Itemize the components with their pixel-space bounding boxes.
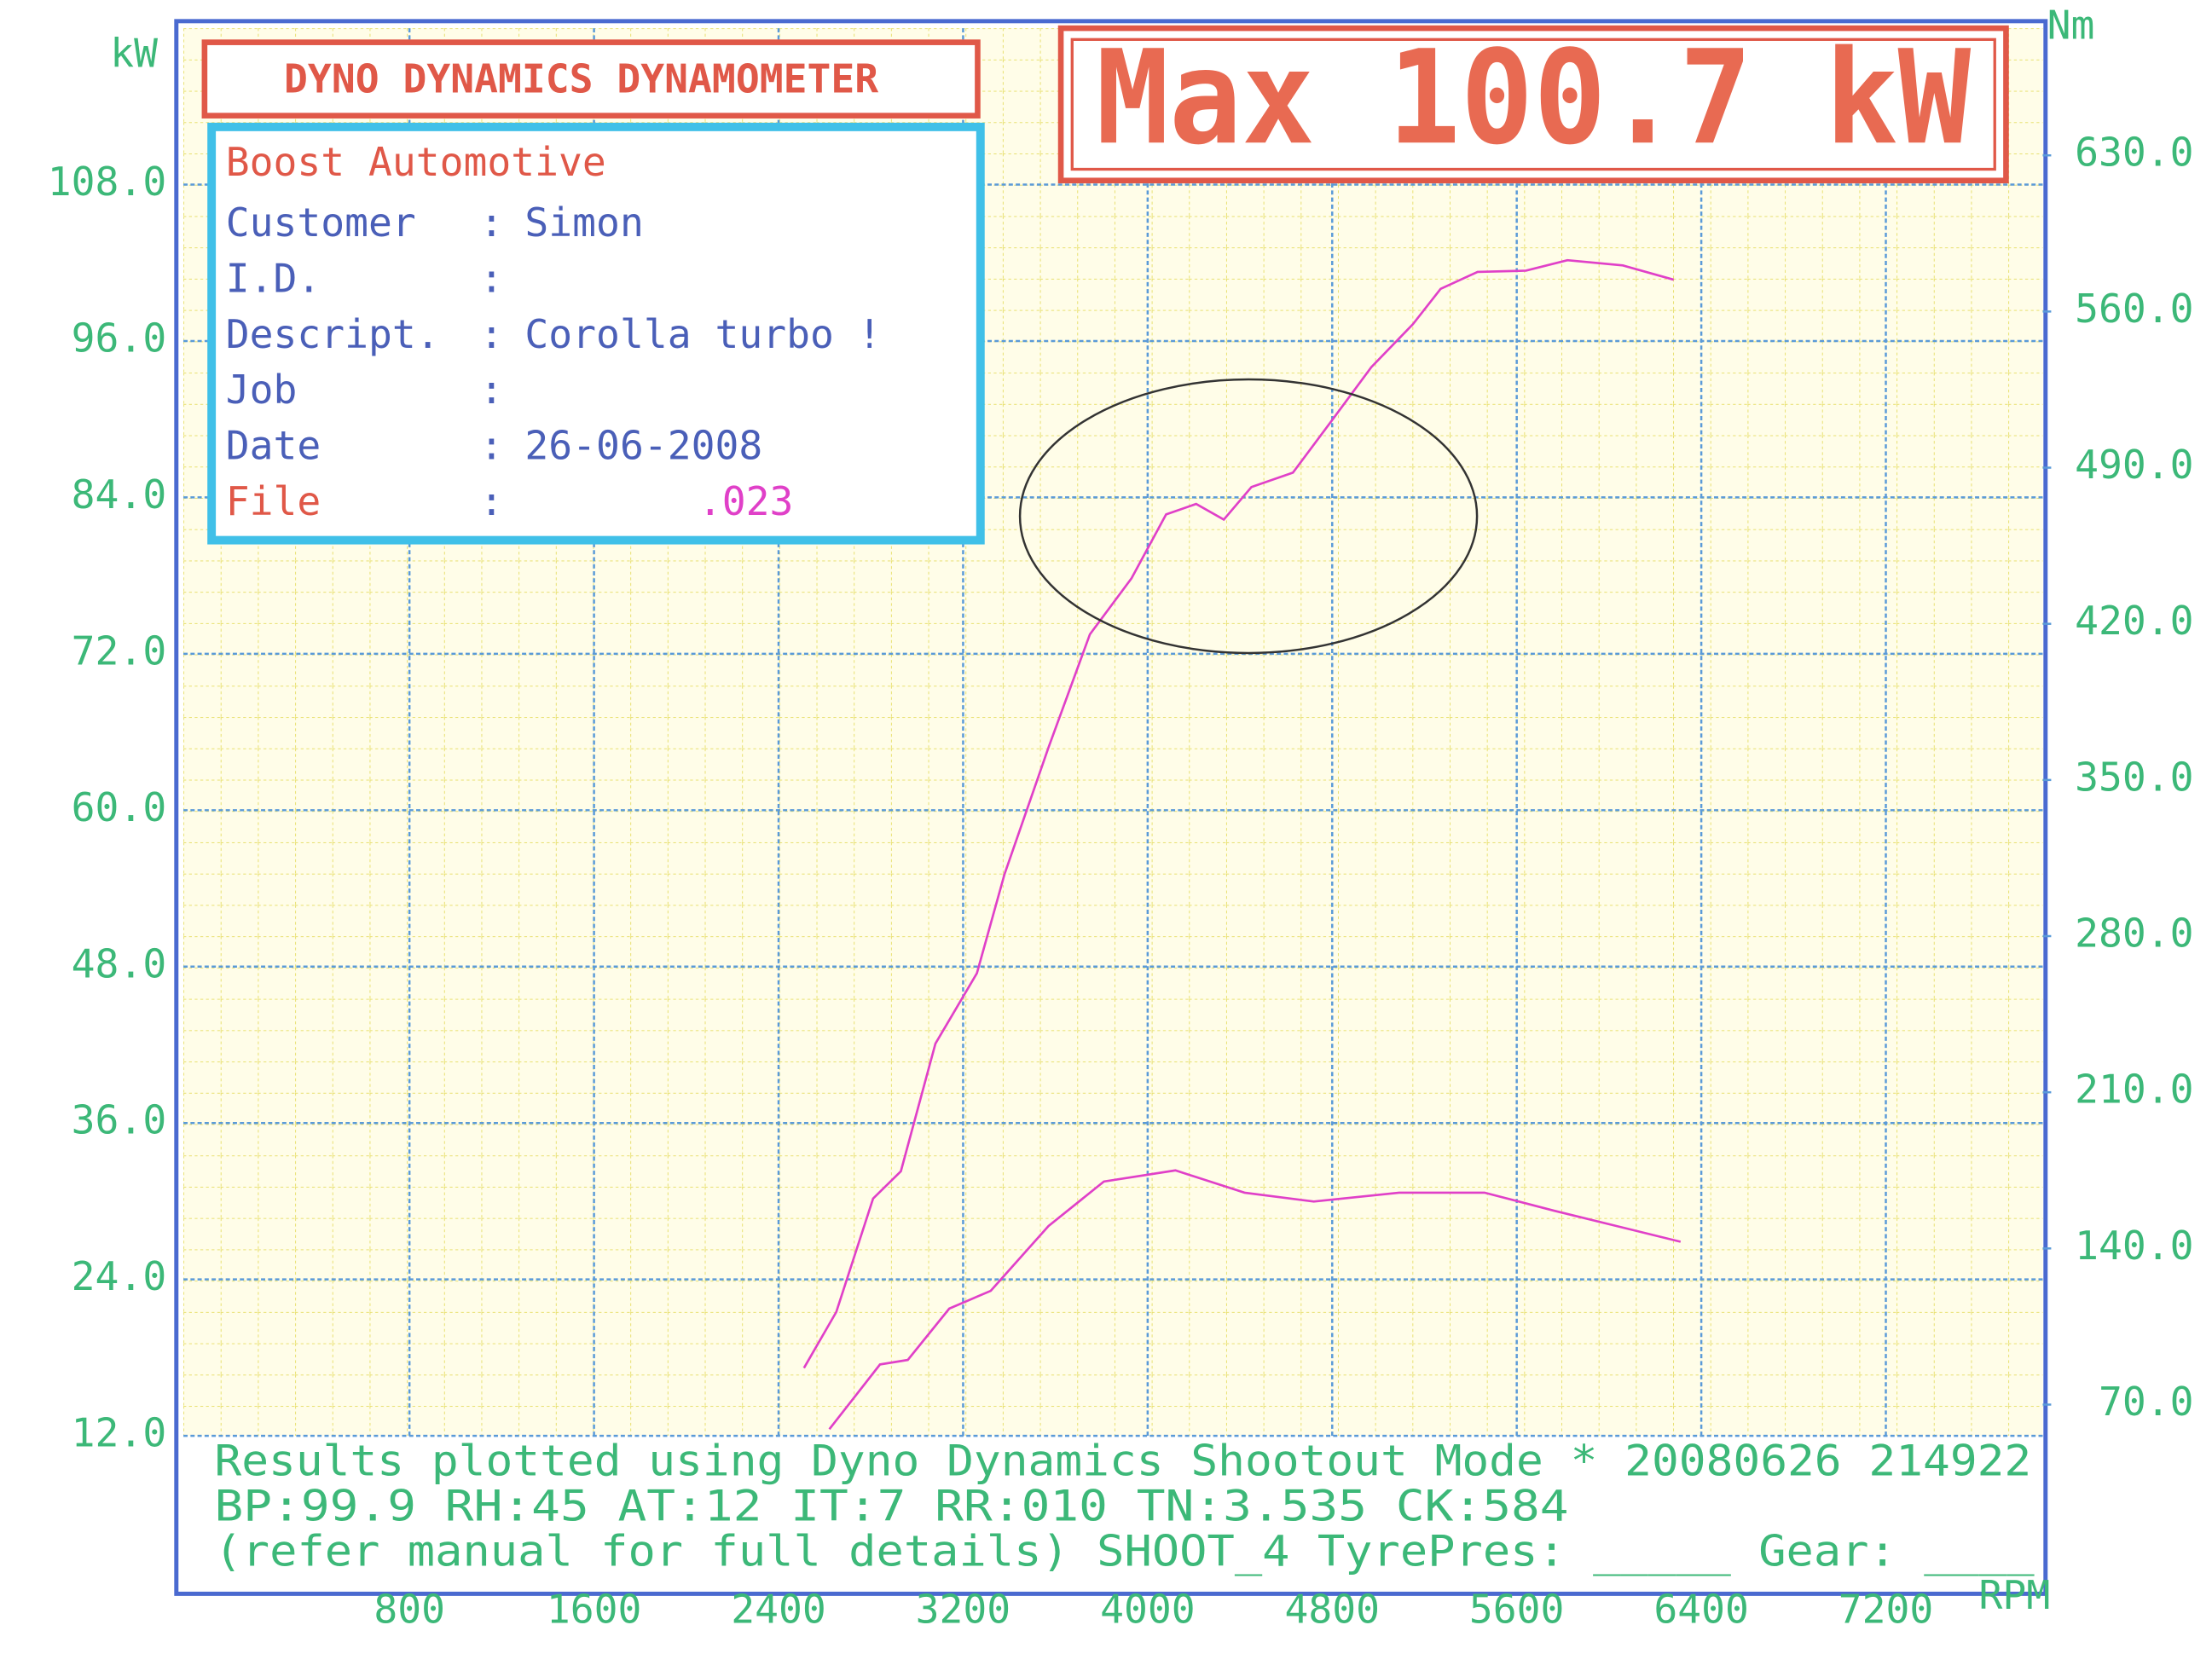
- y2-axis-label: Nm: [2047, 3, 2095, 49]
- info-label: Date: [226, 423, 321, 469]
- footer-line: (refer manual for full details) SHOOT_4 …: [214, 1527, 2034, 1576]
- info-value: .023: [698, 478, 794, 524]
- info-label: File: [226, 478, 321, 524]
- info-separator: :: [479, 367, 503, 413]
- y-tick-label: 84.0: [72, 471, 167, 518]
- y-tick-label: 108.0: [48, 159, 166, 205]
- y-tick-label: 72.0: [72, 627, 167, 674]
- x-tick-label: 4000: [1100, 1586, 1196, 1632]
- x-axis-label: RPM: [1979, 1572, 2051, 1618]
- y2-tick-label: 350.0: [2075, 754, 2193, 800]
- y-axis-label: kW: [110, 31, 158, 77]
- info-value: 26-06-2008: [524, 423, 762, 469]
- y2-tick-label: 140.0: [2075, 1223, 2193, 1269]
- y-tick-label: 48.0: [72, 940, 167, 986]
- y-tick-label: 60.0: [72, 784, 167, 830]
- info-value: Corolla turbo !: [524, 311, 881, 357]
- x-tick-label: 6400: [1653, 1586, 1749, 1632]
- x-tick-label: 1600: [547, 1586, 642, 1632]
- info-separator: :: [479, 256, 503, 302]
- y-tick-label: 24.0: [72, 1253, 167, 1299]
- headline-inner: [1070, 38, 1996, 171]
- y2-tick-label: 420.0: [2075, 598, 2193, 644]
- x-tick-label: 7200: [1839, 1586, 1934, 1632]
- headline: Max 100.7 kW: [1096, 22, 1971, 173]
- headline-box: [1057, 25, 2009, 184]
- info-label: Customer: [226, 200, 416, 246]
- x-tick-label: 800: [373, 1586, 445, 1632]
- info-value: Simon: [524, 200, 643, 246]
- y2-tick-label: 490.0: [2075, 442, 2193, 488]
- info-separator: :: [479, 200, 503, 246]
- y2-tick-label: 280.0: [2075, 911, 2193, 957]
- y2-tick-label: 630.0: [2075, 130, 2193, 176]
- y-tick-label: 12.0: [72, 1410, 167, 1456]
- x-tick-label: 4800: [1285, 1586, 1381, 1632]
- info-label: I.D.: [226, 256, 321, 302]
- highlight-ellipse: [1018, 378, 1479, 655]
- frame: [174, 19, 2048, 1596]
- curve: [802, 258, 1675, 1369]
- company: Boost Automotive: [226, 139, 606, 185]
- x-tick-label: 5600: [1469, 1586, 1565, 1632]
- x-tick-label: 3200: [916, 1586, 1011, 1632]
- header-box: [201, 39, 981, 119]
- info-box: [207, 122, 985, 545]
- info-separator: :: [479, 423, 503, 469]
- y-tick-label: 36.0: [72, 1097, 167, 1143]
- header-title: DYNO DYNAMICS DYNAMOMETER: [284, 55, 878, 101]
- info-label: Descript.: [226, 311, 440, 357]
- info-separator: :: [479, 478, 503, 524]
- info-separator: :: [479, 311, 503, 357]
- footer-line: Results plotted using Dyno Dynamics Shoo…: [214, 1437, 2031, 1486]
- y2-tick-label: 70.0: [2099, 1379, 2194, 1425]
- footer-line: BP:99.9 RH:45 AT:12 IT:7 RR:010 TN:3.535…: [214, 1482, 1568, 1531]
- footer-box: [204, 1438, 2039, 1569]
- info-label: Job: [226, 367, 298, 413]
- y2-tick-label: 560.0: [2075, 286, 2193, 332]
- curve: [828, 1169, 1682, 1431]
- y2-tick-label: 210.0: [2075, 1067, 2193, 1113]
- x-tick-label: 2400: [731, 1586, 826, 1632]
- y-tick-label: 96.0: [72, 315, 167, 361]
